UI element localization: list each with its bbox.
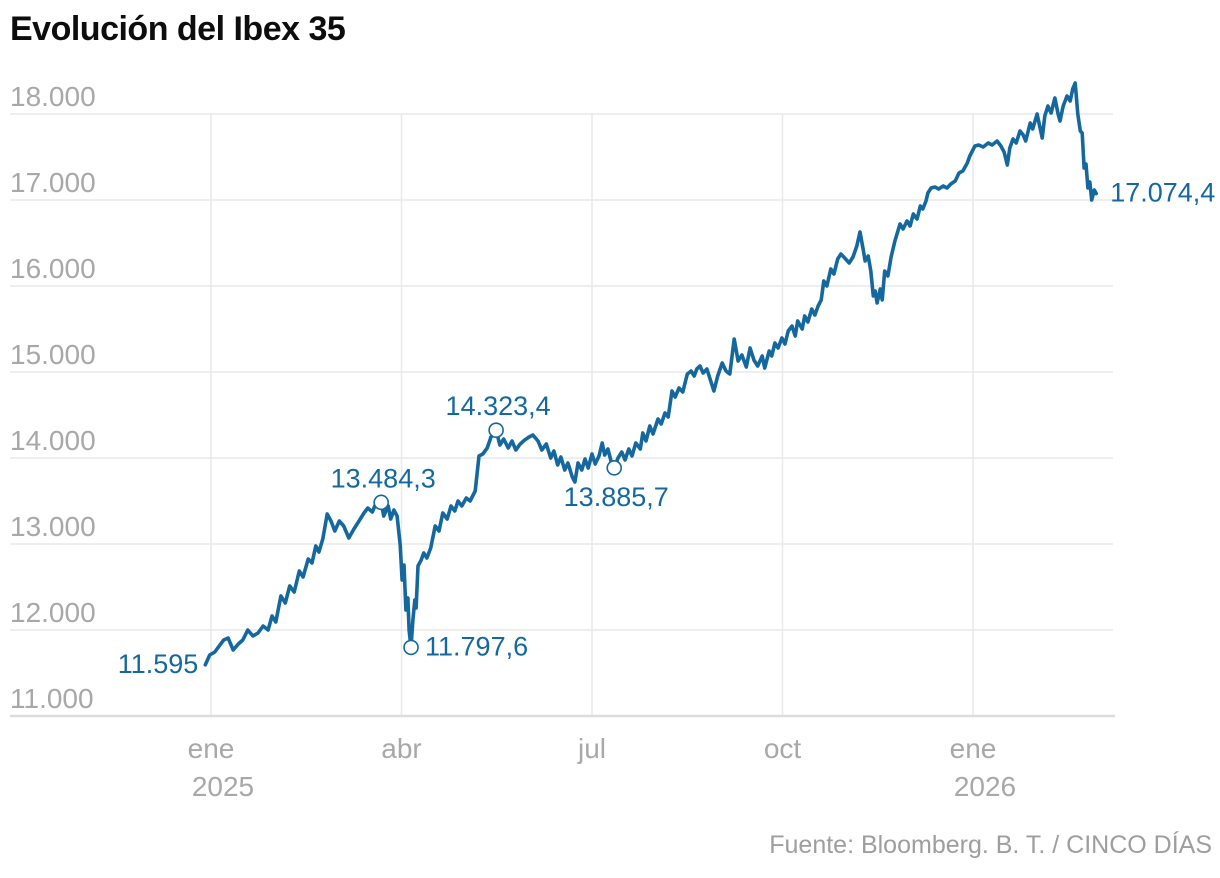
annotation-label: 17.074,4 <box>1110 178 1215 208</box>
annotation-marker <box>488 422 504 438</box>
source-credit: Fuente: Bloomberg. B. T. / CINCO DÍAS <box>769 831 1212 859</box>
annotation-marker <box>403 639 419 656</box>
chart-title: Evolución del Ibex 35 <box>10 10 346 48</box>
y-tick-label: 12.000 <box>10 597 96 628</box>
x-tick-year-label: 2026 <box>954 771 1016 802</box>
annotation-marker <box>606 460 623 476</box>
y-tick-label: 14.000 <box>10 425 96 456</box>
series-path <box>203 81 1098 667</box>
x-tick-label: ene <box>950 733 997 764</box>
x-tick-label: abr <box>381 733 421 764</box>
y-tick-label: 18.000 <box>10 81 96 112</box>
annotation-label: 11.595 <box>118 649 199 679</box>
y-tick-label: 15.000 <box>10 339 96 370</box>
annotation-label: 14.323,4 <box>446 391 551 421</box>
annotation-label: 11.797,6 <box>425 631 528 661</box>
annotation-label: 13.885,7 <box>564 482 669 512</box>
x-tick-label: jul <box>577 733 606 764</box>
x-tick-year-label: 2025 <box>192 771 254 802</box>
x-tick-label: oct <box>764 733 802 764</box>
y-tick-label: 13.000 <box>10 511 96 542</box>
y-tick-label: 11.000 <box>10 683 94 714</box>
y-tick-label: 16.000 <box>10 253 96 284</box>
grid <box>10 113 1115 718</box>
annotation-marker <box>373 494 389 511</box>
y-tick-label: 17.000 <box>10 167 96 198</box>
axis-labels: ene 2025 abr jul oct ene 2026 18.000 17.000 16.00… <box>10 81 1016 802</box>
annotation-label: 13.484,3 <box>331 463 436 493</box>
annotations: 11.595 13.484,3 11.797,6 14.323,4 13.885,7 17… <box>118 178 1216 679</box>
x-tick-label: ene <box>188 733 235 764</box>
series-line <box>203 81 1098 667</box>
